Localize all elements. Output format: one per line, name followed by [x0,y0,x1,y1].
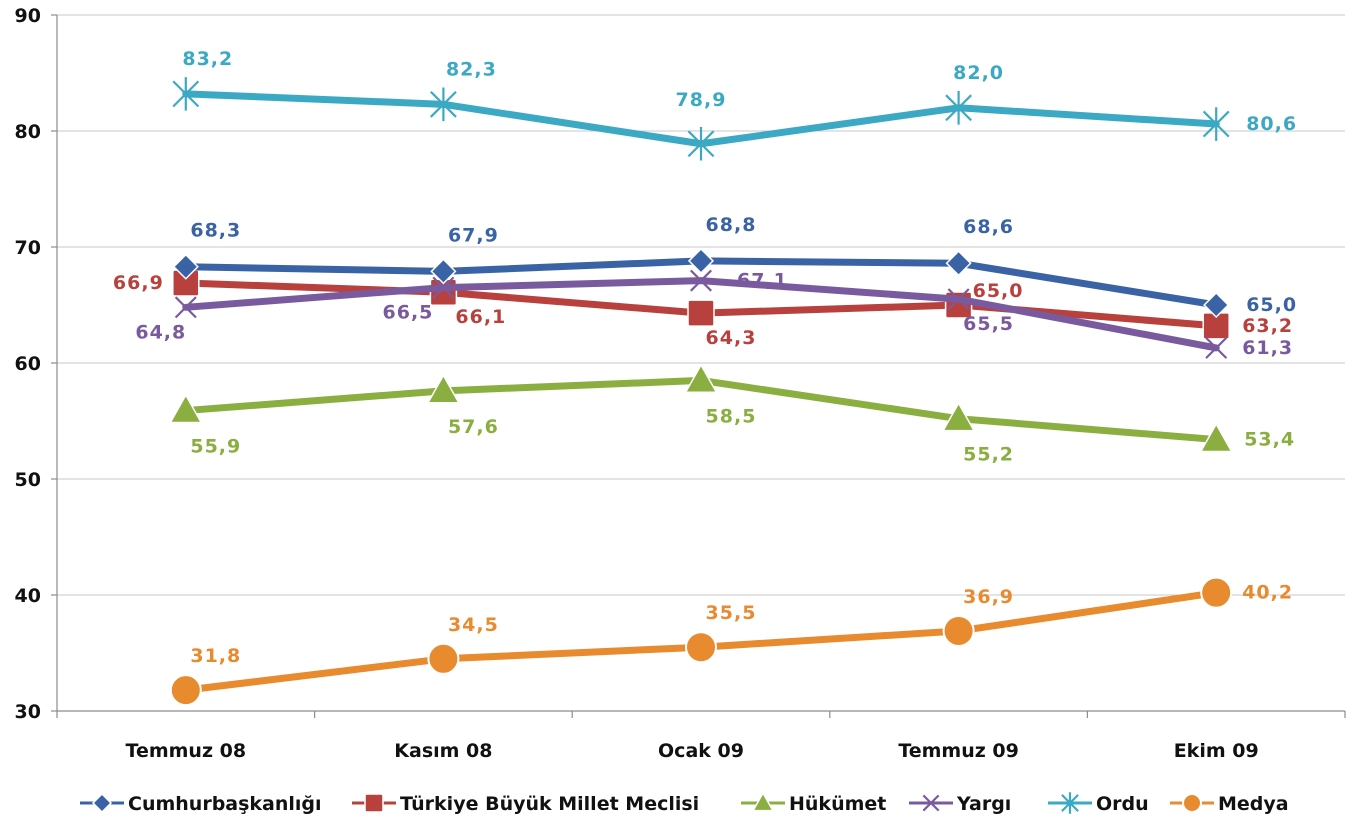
data-label: 78,9 [676,89,727,111]
lines-layer [169,77,1233,707]
data-point [684,363,718,394]
data-labels-layer: 68,3 67,9 68,8 68,665,066,966,164,365,063,2… [113,48,1297,667]
data-point [690,269,712,292]
data-point [1202,107,1230,141]
data-point [687,299,715,327]
legend-label: Ordu [1096,793,1149,815]
data-label: 68,6 [963,216,1014,238]
data-point [942,614,975,647]
legend-marker [751,791,775,812]
data-point [947,288,970,311]
legend-item: Hükümet [741,791,886,815]
y-tick-label: 30 [15,701,41,723]
axis-layer: 30 40 50 60 70 80 90 Temmuz 08 Kasım 08 Ocak 09 Te… [15,5,1346,762]
data-point [169,393,203,424]
data-point [1205,336,1228,359]
x-tick-label: Temmuz 08 [126,740,247,762]
data-label: 68,3 [190,220,241,242]
data-point [172,77,200,111]
data-label: 61,3 [1242,337,1293,359]
x-tick-label: Temmuz 09 [898,740,1019,762]
legend-label: Cumhurbaşkanlığı [128,793,322,815]
data-label: 55,2 [963,444,1014,466]
data-label: 65,0 [973,280,1024,302]
data-point [426,373,461,404]
data-label: 53,4 [1244,429,1295,451]
legend-marker [91,792,113,814]
data-point [1199,422,1233,453]
y-tick-label: 70 [15,237,41,259]
data-label: 64,8 [135,321,186,343]
legend-label: Medya [1218,793,1289,815]
data-point [169,674,202,707]
y-tick-label: 50 [15,469,41,491]
data-label: 66,9 [113,272,164,294]
data-label: 58,5 [706,405,757,427]
y-tick-label: 40 [15,585,41,607]
legend-item: Türkiye Büyük Millet Meclisi [352,793,699,815]
data-label: 65,0 [1246,294,1297,316]
data-label: 35,5 [706,602,757,624]
data-point [174,296,197,319]
legend-marker [1061,792,1079,814]
legend-item: Cumhurbaşkanlığı [80,792,322,815]
data-label: 34,5 [448,614,499,636]
data-label: 80,6 [1246,113,1297,135]
data-point [685,631,717,664]
data-label: 55,9 [190,436,241,458]
x-tick-label: Kasım 08 [394,740,492,762]
data-point [945,91,972,125]
data-point [687,126,715,161]
x-tick-label: Ekim 09 [1174,740,1259,762]
legend-marker [922,794,940,812]
legend-marker [1182,793,1202,813]
data-label: 83,2 [182,48,233,70]
data-label: 68,8 [706,214,757,236]
legend-item: Medya [1170,793,1289,815]
data-label: 57,6 [448,416,499,438]
data-label: 82,0 [953,62,1004,84]
data-label: 67,9 [448,224,499,246]
data-point [1200,576,1233,609]
y-tick-label: 90 [15,5,41,27]
legend-label: Yargı [956,793,1011,815]
data-point [427,642,460,675]
legend-marker [364,793,384,813]
data-point [687,247,715,274]
data-label: 31,8 [190,645,241,667]
legend-item: Ordu [1048,792,1149,815]
data-label: 67,1 [737,270,788,292]
data-label: 82,3 [446,58,497,80]
data-label: 66,1 [455,306,506,328]
data-point [941,401,976,432]
legend-item: Yargı [909,793,1011,815]
data-point [945,250,972,277]
y-tick-label: 60 [15,353,41,375]
data-label: 66,5 [383,302,434,324]
data-label: 63,2 [1242,315,1293,337]
data-label: 40,2 [1242,582,1293,604]
x-tick-label: Ocak 09 [658,740,744,762]
data-point [432,276,455,299]
data-point [1203,291,1230,319]
data-point [430,258,457,285]
legend-label: Hükümet [789,793,886,815]
y-tick-label: 80 [15,121,41,143]
data-label: 65,5 [963,313,1014,335]
legend: Cumhurbaşkanlığı Türkiye Büyük Millet Mec… [80,791,1289,815]
legend-label: Türkiye Büyük Millet Meclisi [400,793,699,815]
data-point [430,87,457,122]
data-label: 36,9 [963,586,1014,608]
data-point [172,253,199,280]
data-label: 64,3 [706,327,757,349]
